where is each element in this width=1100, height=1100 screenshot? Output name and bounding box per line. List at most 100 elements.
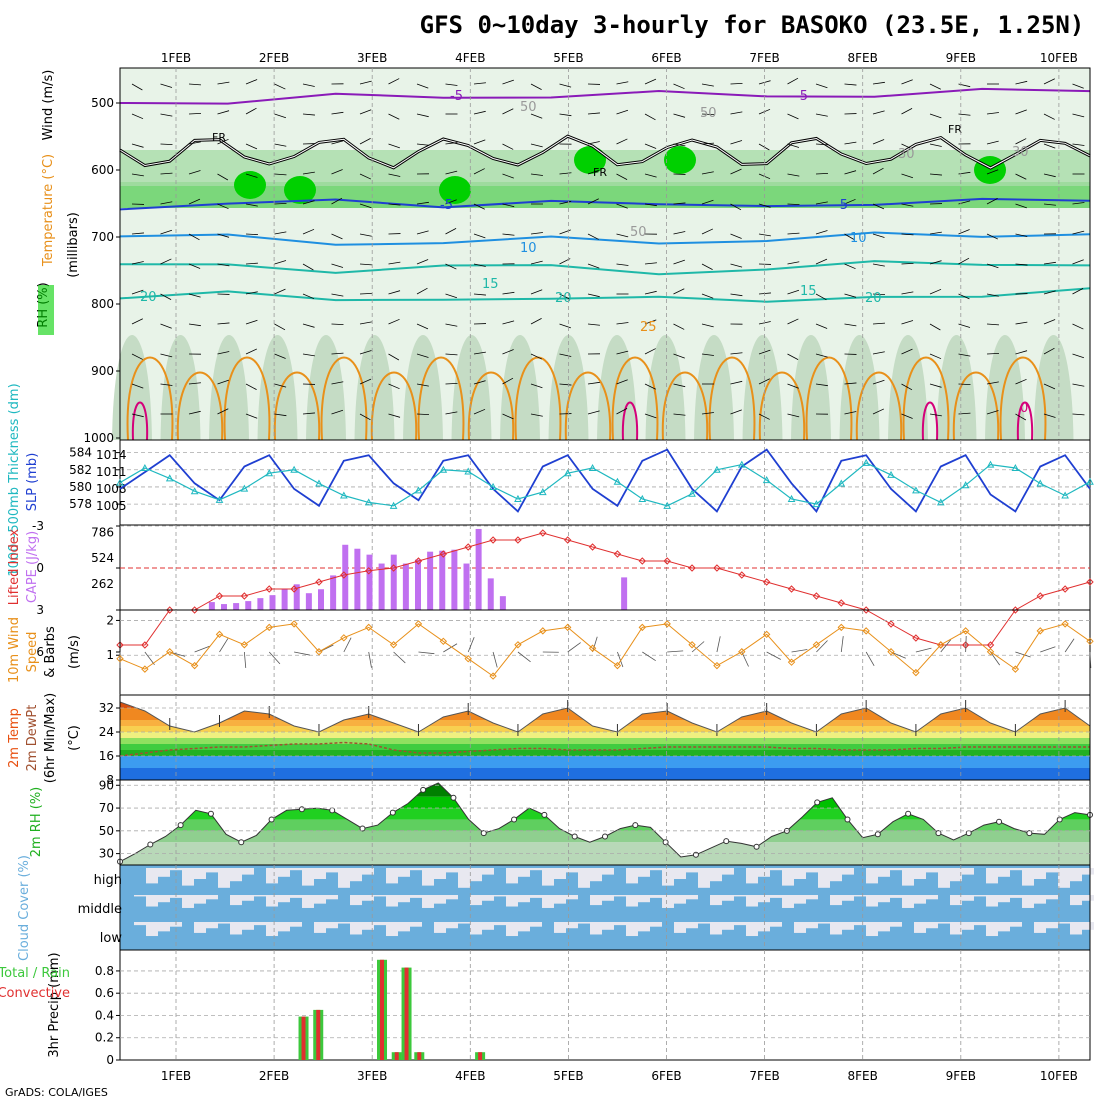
cloud-cell [686,922,698,929]
cloud-cell [818,922,830,924]
li-point [713,564,721,572]
wind-barb [1015,80,1028,85]
cloud-cell [206,868,218,873]
wind-barb [131,113,144,120]
wind-barb [787,203,800,206]
wind10-barb [865,651,875,667]
isotherm--5 [119,87,1091,105]
wind-barb [929,353,942,360]
isotherm-warm [176,371,224,441]
cloud-cell [338,868,350,888]
wind-barb [929,143,942,147]
wind-barb [245,383,257,390]
wind-barb [587,323,600,326]
isotherm-warm [370,371,418,441]
wind-barb [758,378,770,385]
x-tick-bottom: 9FEB [946,1069,976,1083]
isotherm-warm [126,356,174,441]
cape-bar [463,563,470,610]
wind-barb [502,143,514,150]
wind10-point [489,672,497,680]
y-tick-label: -3 [32,519,44,533]
dewpoint-line [119,741,1090,757]
rh-point [1056,816,1063,823]
cloud-cell [566,868,578,873]
cloud-cell [290,922,302,927]
x-tick-top: 7FEB [749,51,779,65]
cloud-cell [206,922,218,929]
wind-barb [1043,261,1056,265]
wind-barb [758,413,770,420]
wind-barb [644,383,656,390]
isotherm-warm [273,371,321,441]
cloud-cell [626,922,638,937]
thickness-point [638,494,647,502]
wind-barb [958,353,971,357]
wind-barb [530,113,543,119]
wind10-point [365,623,373,632]
cloud-cell [734,922,746,926]
wind-barb [673,143,686,147]
cloud-cell [974,895,986,897]
thickness-point [762,476,771,484]
cloud-cell [350,868,362,882]
wind-barb [587,410,600,415]
cape-bar [281,589,288,610]
freezing-label: FR [593,166,607,179]
wind10-barb [567,642,581,653]
x-tick-top: 3FEB [357,51,387,65]
wind-barb [587,381,600,385]
cloud-cell [698,868,710,888]
li-point [340,571,348,579]
cloud-cell [1010,868,1022,871]
wind-barb [730,263,743,268]
wind10-point [762,630,771,639]
cloud-cell [950,922,962,935]
temp-band [120,738,1090,744]
wind-barb [131,318,143,325]
wind-barb [160,293,172,300]
wind-barb [559,353,572,357]
rh-point [753,843,760,850]
rh-legend-swatch [38,285,54,335]
wind-barb [388,261,401,265]
cloud-cell [1070,868,1082,882]
wind-barb [844,411,857,415]
y-tick-right: 524 [91,551,114,565]
cloud-background [120,865,1090,950]
temp-band [120,750,1090,756]
wind-barb [1072,413,1085,416]
wind-barb [530,83,542,90]
isotherm-warm [855,371,903,441]
wind-barb [245,348,258,355]
wind-barb [872,139,885,145]
wind-barb [502,79,514,85]
cloud-cell [986,922,998,937]
cloud-cell [974,922,986,926]
contour-label: 25 [640,320,657,335]
wind-barb [188,83,201,86]
cloud-cell [254,922,266,926]
wind-barb [502,413,514,420]
wind-barb [929,173,942,176]
wind-barb [502,320,515,325]
cloud-cell [146,922,158,937]
cloud-cell [734,895,746,897]
cloud-cell [638,895,650,903]
thickness-point [464,467,473,475]
wind10-point [1036,627,1044,635]
wind10-point [240,641,249,649]
wind-barb [445,411,458,415]
wind-barb [1015,378,1027,385]
rh-point [935,830,942,837]
cloud-cell [722,868,734,875]
cloud-cell [506,895,518,907]
wind-barb [872,233,885,238]
cloud-cell [470,895,482,906]
cloud-cell [1058,868,1070,888]
wind-barb [673,323,685,330]
cloud-cell [782,895,794,908]
wind-barb [445,228,457,235]
cloud-cell [710,922,722,935]
wind-barb [901,413,913,419]
